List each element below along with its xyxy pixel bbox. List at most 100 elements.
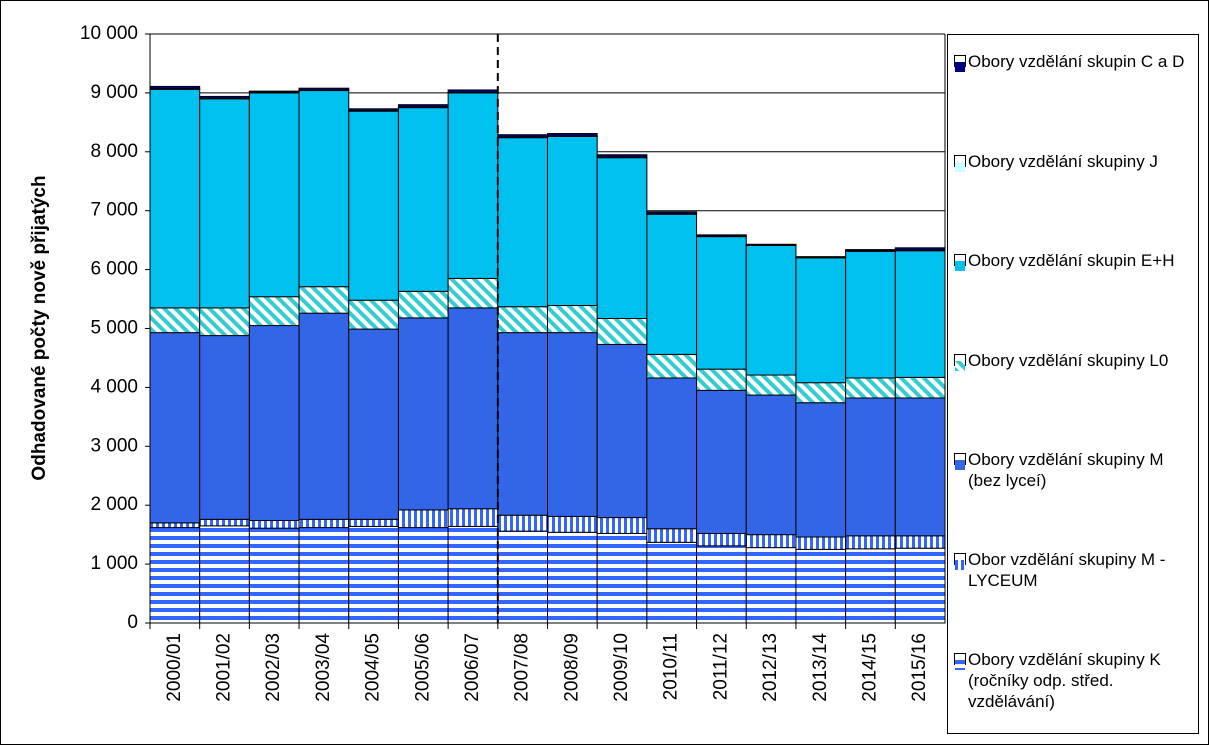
swatch xyxy=(955,460,965,471)
bar-segment xyxy=(845,535,896,550)
bar-segment xyxy=(547,332,598,517)
y-tick-label: 0 xyxy=(127,612,138,633)
bar-segment xyxy=(696,545,747,624)
legend-label: Obory vzdělání skupin E+H xyxy=(968,251,1175,271)
bar-segment xyxy=(149,522,201,529)
bar-segment xyxy=(745,374,797,396)
legend-item: Obory vzdělání skupiny K (ročníky odp. s… xyxy=(954,649,1194,712)
swatch xyxy=(955,161,965,172)
bar-segment xyxy=(497,137,548,308)
bar-segment xyxy=(646,377,698,530)
bar-segment xyxy=(845,249,896,252)
bar-segment xyxy=(894,397,946,537)
bar-segment xyxy=(596,317,648,345)
bar-segment xyxy=(298,527,350,624)
bar-segment xyxy=(497,306,548,334)
bar-segment xyxy=(894,547,946,624)
legend-label: Obory vzdělání skupiny K (ročníky odp. s… xyxy=(968,649,1161,711)
bar-segment xyxy=(497,514,548,532)
bar-segment xyxy=(447,307,499,510)
bar-segment xyxy=(248,90,300,93)
legend-item: Obor vzdělání skupiny M - LYCEUM xyxy=(954,549,1194,591)
bar-segment xyxy=(199,307,250,337)
bar-segment xyxy=(149,332,201,524)
bar-segment xyxy=(596,157,648,319)
legend-swatch xyxy=(954,453,966,471)
bar-segment xyxy=(745,547,797,624)
legend-item: Obory vzdělání skupin E+H xyxy=(954,250,1194,272)
x-tick-label: 2011/12 xyxy=(710,633,731,700)
x-tick-label: 2001/02 xyxy=(214,633,235,702)
legend-label: Obory vzdělání skupiny M (bez lyceí) xyxy=(968,450,1164,491)
bar-segment xyxy=(397,104,449,108)
bar-segment xyxy=(149,85,201,90)
bar-segment xyxy=(348,518,399,527)
swatch xyxy=(955,659,965,670)
bar-segment xyxy=(447,525,499,624)
bar-segment xyxy=(348,108,399,112)
bar-segment xyxy=(795,382,847,404)
bar-segment xyxy=(795,402,847,538)
bar-segment xyxy=(199,335,250,520)
bar-segment xyxy=(397,317,449,511)
y-tick-label: 5 000 xyxy=(90,318,138,339)
x-tick-label: 2000/01 xyxy=(164,633,185,702)
bar-segment xyxy=(199,95,250,99)
bar-segment xyxy=(348,525,399,624)
bar-segment xyxy=(199,518,250,527)
bar-segment xyxy=(845,548,896,624)
legend-swatch xyxy=(954,254,966,272)
bar-segment xyxy=(248,527,300,624)
legend-label: Obory vzdělání skupiny J xyxy=(968,151,1158,171)
bar-segment xyxy=(696,532,747,547)
bar-segment xyxy=(646,528,698,543)
bar-segment xyxy=(696,389,747,534)
bar-segment xyxy=(447,277,499,309)
legend-swatch xyxy=(954,55,966,72)
x-tick-label: 2013/14 xyxy=(810,633,831,702)
bar-segment xyxy=(248,520,300,529)
bar-segment xyxy=(795,536,847,550)
bar-segment xyxy=(497,332,548,516)
bar-segment xyxy=(547,133,598,137)
bar-segment xyxy=(397,527,449,624)
bar-segment xyxy=(795,548,847,624)
bar-segment xyxy=(596,154,648,158)
bar-segment xyxy=(745,394,797,536)
bar-segment xyxy=(646,211,698,215)
y-tick-label: 6 000 xyxy=(90,259,138,280)
bar-segment xyxy=(149,527,201,624)
legend-swatch xyxy=(954,553,966,570)
bar-segment xyxy=(149,307,201,334)
legend-item: Obory vzdělání skupiny J xyxy=(954,151,1194,172)
bar-segment xyxy=(298,87,350,91)
x-tick-label: 2014/15 xyxy=(859,633,880,702)
bar-segment xyxy=(248,296,300,327)
bar-segment xyxy=(696,368,747,391)
bar-segment xyxy=(547,531,598,624)
x-tick-label: 2003/04 xyxy=(313,633,334,702)
bar-segment xyxy=(894,250,946,378)
x-tick-label: 2007/08 xyxy=(512,633,533,702)
swatch xyxy=(955,560,965,570)
legend-swatch xyxy=(954,154,966,172)
bar-segment xyxy=(596,343,648,519)
bar-segment xyxy=(348,328,399,520)
bar-segment xyxy=(795,257,847,384)
y-axis-label: Odhadované počty nově přijatých xyxy=(29,175,50,480)
y-tick-label: 10 000 xyxy=(80,23,138,44)
x-tick-label: 2009/10 xyxy=(611,633,632,702)
bar-segment xyxy=(894,247,946,251)
bar-segment xyxy=(845,397,896,537)
bar-segment xyxy=(298,518,350,529)
bar-segment xyxy=(547,515,598,533)
bar-segment xyxy=(845,377,896,399)
bar-segment xyxy=(894,376,946,399)
x-tick-label: 2015/16 xyxy=(909,633,930,702)
bar-segment xyxy=(248,325,300,522)
bar-segment xyxy=(497,134,548,138)
legend-item: Obory vzdělání skupin C a D xyxy=(954,51,1194,72)
legend-label: Obory vzdělání skupin C a D xyxy=(968,52,1185,71)
